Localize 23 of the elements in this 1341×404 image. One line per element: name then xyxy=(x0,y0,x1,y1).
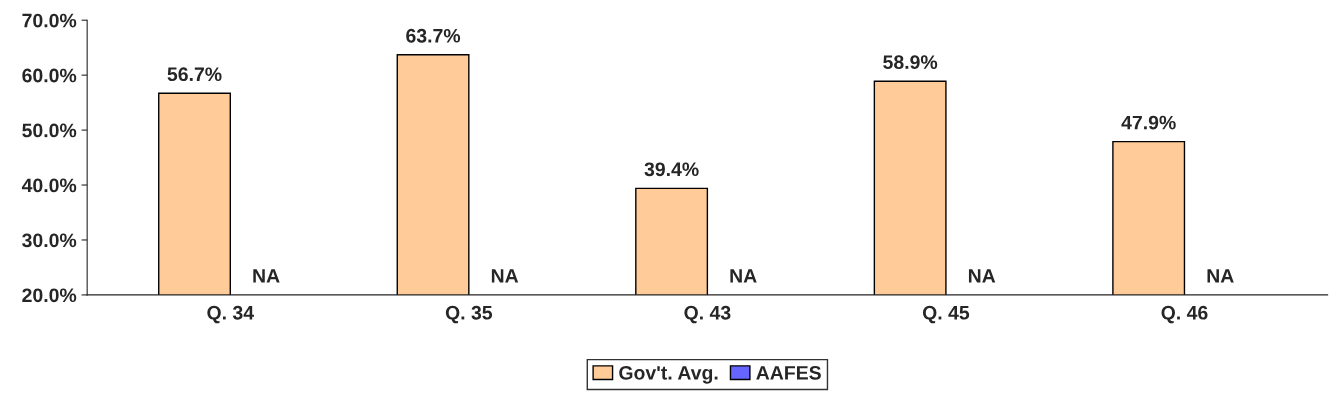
data-label: 56.7% xyxy=(167,67,222,82)
x-tick-label: Q. 43 xyxy=(684,305,731,324)
x-tick-label: Q. 35 xyxy=(445,305,493,324)
text: NA xyxy=(1207,269,1234,283)
data-label: 39.4% xyxy=(644,162,699,177)
data-label: 47.9% xyxy=(1121,115,1176,130)
data-label: 63.7% xyxy=(406,28,461,43)
y-tick-label: 40.0% xyxy=(21,178,77,193)
x-tick-label: Q. 45 xyxy=(922,305,970,324)
y-tick-label: 70.0% xyxy=(22,13,77,28)
x-tick-label: Q. 34 xyxy=(207,305,254,324)
text: NA xyxy=(730,269,757,283)
text: NA xyxy=(491,269,519,283)
legend-label: Gov't. Avg. xyxy=(619,365,718,384)
legend-label: AAFES xyxy=(756,365,821,380)
y-tick-label: 30.0% xyxy=(22,233,77,248)
text: NA xyxy=(968,269,996,283)
x-tick-label: Q. 46 xyxy=(1161,305,1208,324)
y-tick-label: 60.0% xyxy=(22,68,77,83)
y-tick-label: 20.0% xyxy=(22,288,77,303)
data-label: 58.9% xyxy=(883,55,938,70)
text: NA xyxy=(253,269,280,283)
y-tick-label: 50.0% xyxy=(22,123,77,138)
